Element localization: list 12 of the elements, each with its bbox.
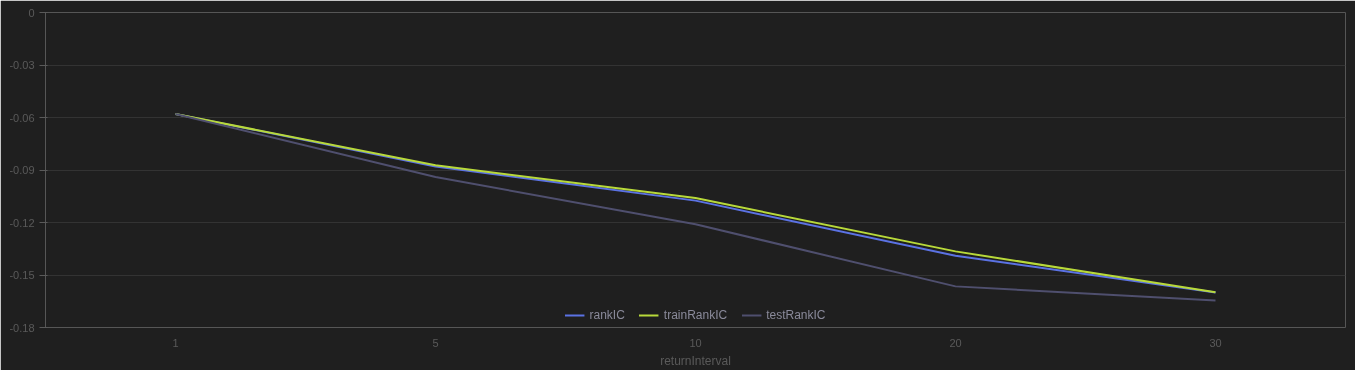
y-tick-label: -0.15 [9, 269, 35, 281]
x-tick-label: 30 [1209, 336, 1222, 349]
y-tick-label: -0.18 [9, 321, 35, 334]
legend-label: trainRankIC [663, 308, 728, 322]
x-tick-label: 10 [689, 336, 702, 349]
y-tick-label: -0.09 [9, 164, 35, 176]
x-tick-label: 1 [172, 336, 179, 349]
legend-label: rankIC [589, 308, 625, 322]
y-tick-label: -0.12 [9, 216, 35, 229]
x-axis-title: returnInterval [660, 353, 731, 368]
y-tick-label: -0.03 [9, 59, 35, 71]
legend-label: testRankIC [766, 308, 826, 322]
